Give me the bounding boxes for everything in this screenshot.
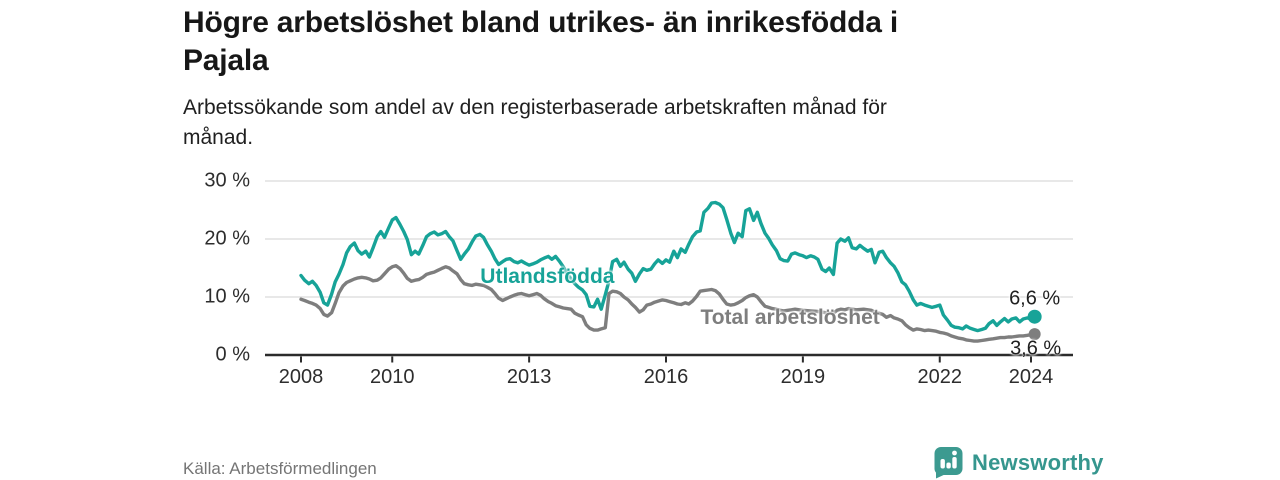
y-axis-label: 20 % <box>204 227 250 250</box>
subtitle-line1: Arbetssökande som andel av den registerb… <box>183 96 887 119</box>
end-dot-utlandsfodda <box>1027 309 1042 324</box>
newsworthy-logo: Newsworthy <box>933 446 1104 480</box>
series-line-utlandsfodda <box>299 200 1037 333</box>
x-axis-label: 2008 <box>278 366 324 388</box>
x-axis-label: 2024 <box>1008 366 1054 388</box>
series-label-utlandsfodda: Utlandsfödda <box>480 265 615 289</box>
x-axis-label: 2016 <box>643 366 689 388</box>
x-axis-label: 2013 <box>506 366 552 388</box>
newsworthy-pin-icon <box>934 447 963 479</box>
end-value-label-utlandsfodda: 6,6 % <box>1009 287 1061 310</box>
x-axis-label: 2022 <box>917 366 963 388</box>
subtitle-line2: månad. <box>183 126 254 149</box>
end-value-label-total: 3,6 % <box>1010 337 1062 360</box>
page-title-line2: Pajala <box>183 44 269 77</box>
y-axis-label: 0 % <box>215 343 250 366</box>
source-note: Källa: Arbetsförmedlingen <box>183 459 377 478</box>
page-title-line1: Högre arbetslöshet bland utrikes- än inr… <box>183 6 898 39</box>
x-axis-label: 2019 <box>780 366 826 388</box>
y-axis-label: 10 % <box>204 285 250 308</box>
end-dot-total <box>1028 328 1041 341</box>
series-line-total <box>299 264 1037 343</box>
subtitle: Arbetssökande som andel av den registerb… <box>183 93 1063 153</box>
x-axis-label: 2010 <box>370 366 415 388</box>
page-title: Högre arbetslöshet bland utrikes- än inr… <box>183 4 1123 80</box>
series-label-total: Total arbetslöshet <box>700 305 880 329</box>
newsworthy-wordmark: Newsworthy <box>972 450 1104 475</box>
y-axis-label: 30 % <box>204 169 250 192</box>
